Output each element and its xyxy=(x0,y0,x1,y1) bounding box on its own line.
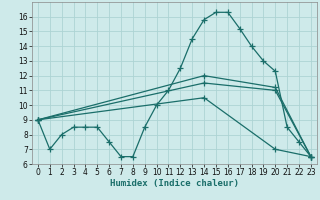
X-axis label: Humidex (Indice chaleur): Humidex (Indice chaleur) xyxy=(110,179,239,188)
